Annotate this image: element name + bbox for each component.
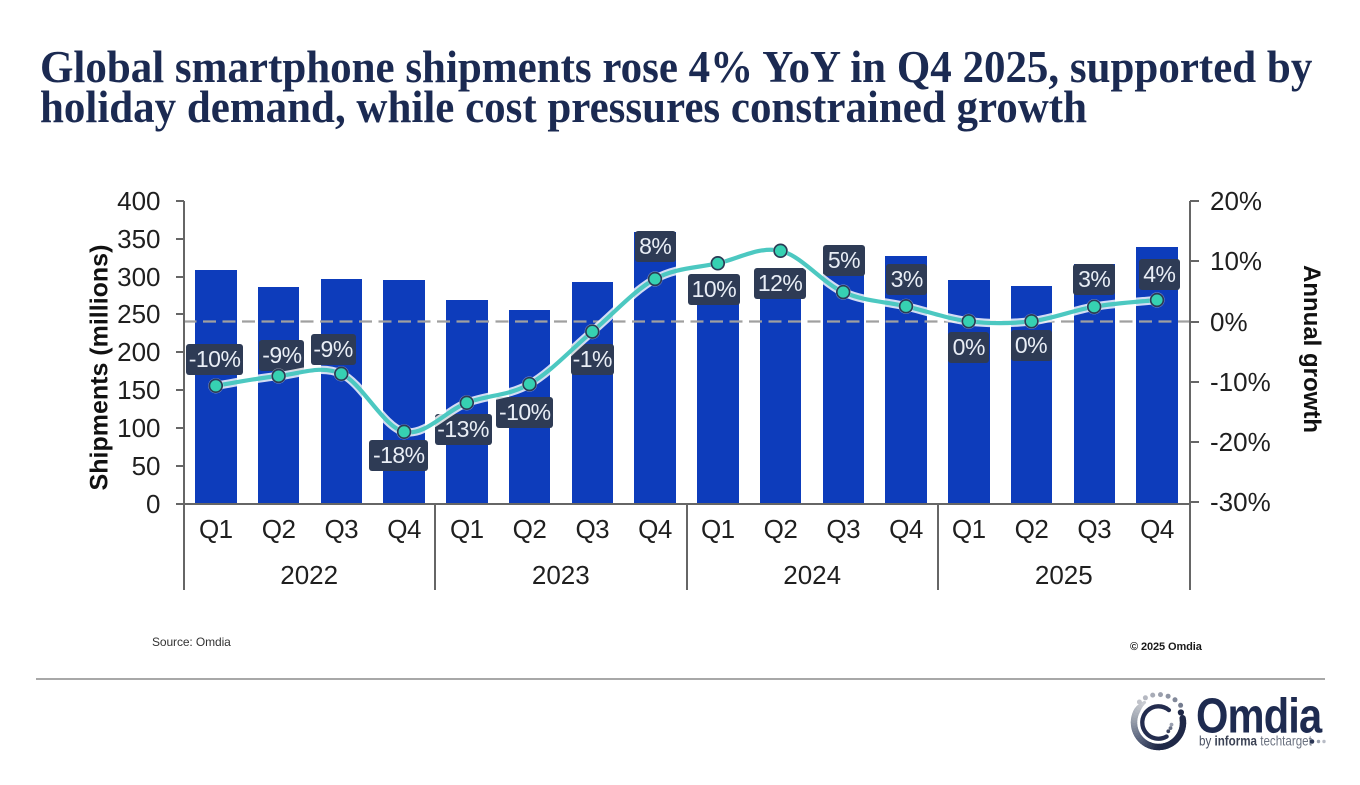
svg-text:Omdia: Omdia (1196, 688, 1323, 743)
svg-text:by informa techtarget: by informa techtarget (1199, 734, 1312, 749)
